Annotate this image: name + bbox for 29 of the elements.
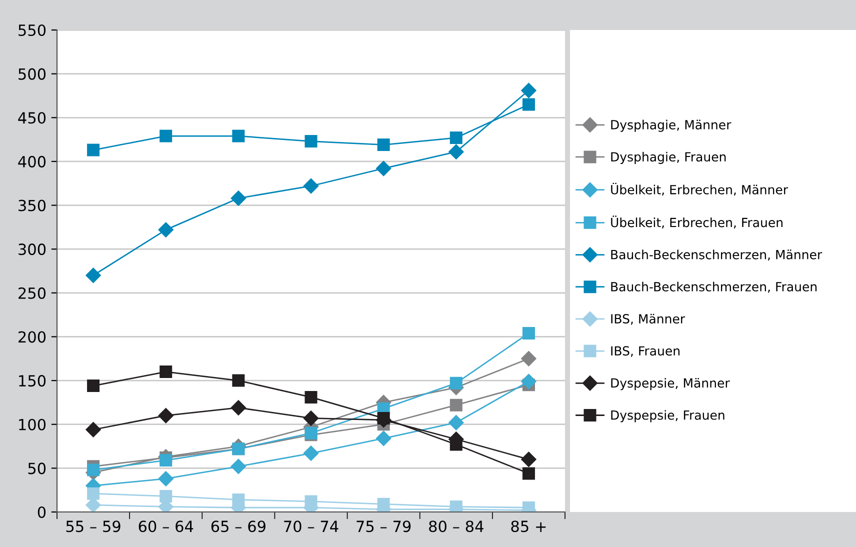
legend-label: Bauch-Beckenschmerzen, Frauen	[611, 282, 817, 293]
y-tick-label: 100	[19, 418, 46, 430]
x-tick-label: 80 – 84	[429, 520, 484, 532]
x-tick-label: 85 +	[511, 520, 546, 532]
y-tick-label: 300	[18, 244, 46, 256]
legend-label: IBS, Männer	[611, 314, 686, 325]
x-tick-label: 65 – 69	[211, 520, 266, 532]
x-tick-label: 55 – 59	[66, 520, 120, 532]
legend-label: Übelkeit, Erbrechen, Männer	[611, 182, 788, 196]
y-tick-label: 550	[18, 24, 46, 36]
y-tick-label: 200	[18, 331, 46, 343]
x-tick-label: 70 – 74	[284, 520, 338, 532]
legend-label: Dysphagie, Männer	[611, 120, 732, 132]
legend-label: Übelkeit, Erbrechen, Frauen	[611, 216, 782, 228]
y-tick-label: 450	[18, 112, 46, 124]
legend-label: Dyspepsie, Männer	[611, 378, 730, 390]
legend-label: Bauch-Beckenschmerzen, Männer	[611, 250, 822, 261]
y-tick-label: 500	[18, 68, 46, 80]
legend-label: Dysphagie, Frauen	[611, 152, 726, 164]
y-tick-label: 400	[18, 156, 46, 168]
y-tick-label: 50	[28, 462, 46, 474]
y-tick-label: 0	[38, 506, 46, 518]
y-tick-label: 150	[19, 375, 46, 387]
legend-label: IBS, Frauen	[611, 346, 680, 357]
legend-label: Dyspepsie, Frauen	[611, 410, 724, 422]
y-tick-label: 250	[18, 287, 46, 299]
x-tick-label: 60 – 64	[138, 520, 194, 532]
x-tick-label: 75 – 79	[356, 520, 411, 532]
y-tick-label: 350	[18, 200, 46, 212]
